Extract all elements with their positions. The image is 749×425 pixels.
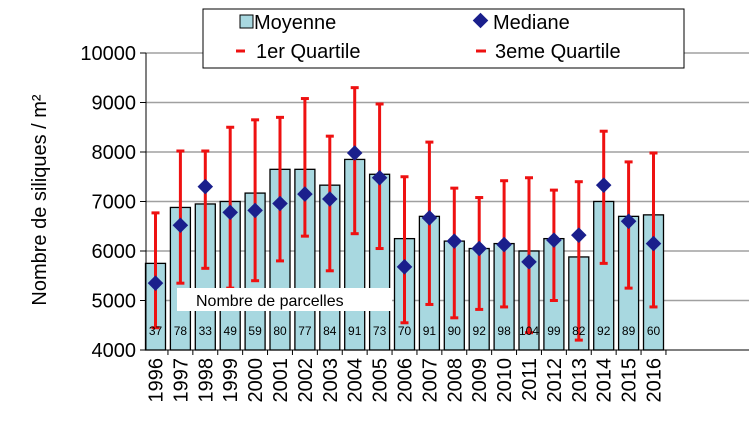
count-label: 90	[448, 324, 462, 338]
x-tick-label: 2001	[270, 358, 292, 403]
median-marker	[546, 232, 562, 248]
x-tick-label: 1997	[170, 358, 192, 403]
median-marker	[222, 204, 238, 221]
count-label: 77	[298, 324, 312, 338]
count-label: 84	[323, 324, 337, 338]
median-marker	[272, 195, 288, 212]
legend-label-mediane: Mediane	[493, 12, 570, 34]
median-marker	[645, 235, 662, 252]
legend-label-q1: 1er Quartile	[256, 41, 361, 63]
x-tick-label: 2004	[345, 358, 367, 403]
count-label: 73	[373, 324, 387, 338]
x-tick-label: 2014	[594, 358, 616, 403]
median-marker	[297, 186, 313, 202]
median-marker	[147, 275, 164, 291]
x-tick-label: 2016	[644, 358, 666, 403]
legend-swatch-moyenne	[239, 14, 254, 29]
count-label: 78	[174, 324, 188, 338]
y-tick-label: 5000	[92, 291, 137, 313]
x-tick-label: 1999	[220, 358, 242, 403]
x-tick-label: 2007	[419, 358, 441, 403]
count-label: 33	[199, 324, 213, 338]
y-tick-label: 8000	[92, 142, 137, 164]
count-label: 70	[398, 324, 412, 338]
median-marker	[595, 177, 612, 193]
count-label: 104	[519, 324, 539, 338]
quartile-range-group	[151, 86, 658, 342]
median-marker	[172, 217, 189, 234]
count-label: 91	[423, 324, 437, 338]
count-label: 82	[572, 324, 586, 338]
y-axis: 4000 5000 6000 7000 8000 9000 10000	[80, 43, 147, 362]
legend-label-q3: 3eme Quartile	[495, 41, 621, 63]
median-marker	[346, 145, 363, 161]
x-axis: 1996 1997 1998 1999 2000 2001 2002 2003 2004 2005…	[146, 349, 749, 403]
x-tick-label: 2002	[295, 358, 317, 403]
count-label: 89	[622, 324, 636, 338]
median-marker	[471, 240, 487, 257]
x-tick-label: 2008	[444, 358, 466, 403]
x-tick-label: 2000	[245, 358, 267, 403]
legend-label-moyenne: Moyenne	[254, 12, 336, 34]
x-tick-label: 2003	[320, 358, 342, 403]
count-label: 99	[547, 324, 561, 338]
x-tick-label: 2013	[569, 358, 591, 403]
median-marker	[197, 178, 214, 195]
median-marker	[322, 191, 338, 207]
annotation-text: Nombre de parcelles	[196, 293, 344, 310]
x-tick-label: 2010	[494, 358, 516, 403]
y-axis-label: Nombre de siliques / m²	[29, 94, 51, 306]
y-tick-label: 4000	[92, 340, 137, 362]
count-label: 37	[149, 324, 163, 338]
median-marker	[247, 202, 263, 219]
x-tick-label: 1998	[195, 358, 217, 403]
x-tick-label: 2006	[395, 358, 417, 403]
x-tick-label: 2011	[519, 358, 541, 401]
annotation-box	[177, 288, 392, 311]
legend-box	[202, 8, 685, 69]
median-marker	[620, 213, 637, 230]
x-tick-label: 2015	[619, 358, 641, 403]
y-tick-label: 6000	[92, 241, 137, 263]
count-label: 92	[597, 324, 611, 338]
legend: Moyenne Mediane 1er Quartile 3eme Quarti…	[202, 8, 685, 69]
x-tick-label: 2009	[469, 358, 491, 403]
median-marker	[446, 233, 463, 249]
median-markers-group	[147, 145, 662, 291]
y-tick-label: 7000	[92, 192, 137, 214]
median-marker	[421, 210, 438, 226]
bars-group	[144, 158, 665, 351]
x-tick-label: 1996	[146, 358, 168, 403]
count-label: 91	[348, 324, 362, 338]
y-tick-label: 9000	[92, 93, 137, 115]
median-marker	[571, 227, 587, 243]
x-tick-label: 2012	[544, 358, 566, 403]
median-marker	[496, 236, 512, 253]
count-label: 49	[224, 324, 238, 338]
count-label: 80	[273, 324, 287, 338]
count-label: 98	[497, 324, 511, 338]
y-tick-label: 10000	[80, 43, 136, 65]
count-label: 60	[647, 324, 661, 338]
x-tick-label: 2005	[370, 358, 392, 403]
count-labels-group: 37 78 33 49 59 80 77 84 91 73 70 91 90 92 98 104 99 82 92 8…	[149, 324, 661, 338]
count-label: 92	[473, 324, 487, 338]
median-marker	[371, 169, 388, 186]
count-label: 59	[248, 324, 262, 338]
